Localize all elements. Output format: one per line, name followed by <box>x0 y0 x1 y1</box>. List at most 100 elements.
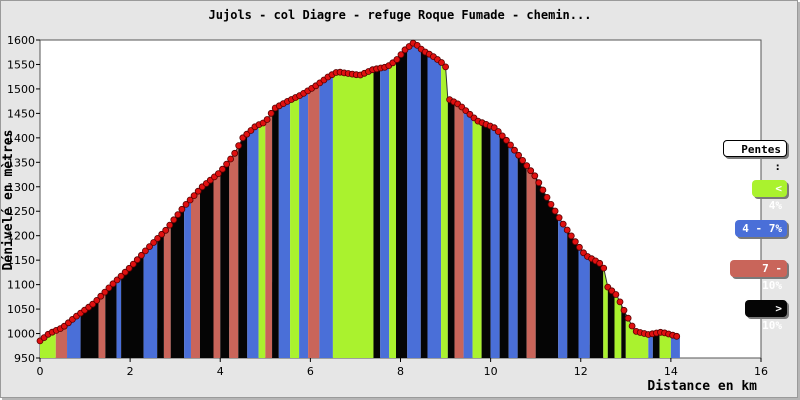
profile-point <box>628 322 636 330</box>
slope-band-green <box>659 332 671 358</box>
profile-point <box>620 306 628 314</box>
y-tick-label: 1500 <box>7 83 35 96</box>
profile-point <box>551 207 559 215</box>
y-tick-label: 1050 <box>7 303 35 316</box>
y-tick-label: 1300 <box>7 181 35 194</box>
profile-point <box>129 260 137 268</box>
profile-point <box>117 272 125 280</box>
profile-point <box>438 59 445 66</box>
y-tick-label: 1200 <box>7 230 35 243</box>
axes: 950 1000 1050 1100 1150 1200 1250 1300 1350 1400 1… <box>7 34 768 378</box>
slope-band-green <box>290 95 300 359</box>
slope-band-blue <box>143 238 158 358</box>
slope-band-blue <box>247 124 259 358</box>
slope-band-green <box>389 60 396 358</box>
profile-point <box>231 149 239 157</box>
slope-band-green <box>472 116 482 358</box>
profile-point <box>235 142 243 150</box>
profile-point <box>539 186 547 194</box>
x-tick-label: 16 <box>754 365 768 378</box>
slope-band-blue <box>380 65 390 359</box>
profile-point <box>178 205 186 213</box>
profile-point <box>507 141 514 149</box>
profile-point <box>523 162 531 170</box>
profile-point <box>673 332 681 340</box>
slope-band-blue <box>278 100 291 358</box>
profile-point <box>166 221 174 229</box>
slope-band-red <box>213 172 221 358</box>
profile-point <box>490 124 498 132</box>
slope-band-black <box>220 160 230 358</box>
profile-point <box>498 132 506 140</box>
profile-point <box>502 136 510 144</box>
profile-point <box>121 268 129 276</box>
profile-point <box>219 165 226 173</box>
profile-point <box>227 155 235 163</box>
slope-band-black <box>607 287 615 358</box>
slope-band-green <box>40 330 56 358</box>
profile-point <box>494 128 502 135</box>
slope-band-black <box>481 122 491 358</box>
profile-points <box>36 39 681 345</box>
slope-band-black <box>105 280 117 358</box>
profile-point <box>567 232 575 240</box>
y-tick-label: 1450 <box>7 107 35 120</box>
legend-title: Pentes : <box>723 140 787 173</box>
profile-point <box>97 292 105 300</box>
slope-band-black <box>373 68 381 358</box>
slope-band-black <box>238 133 248 358</box>
profile-point <box>612 291 620 298</box>
slope-band-blue <box>648 333 653 358</box>
profile-point <box>263 116 271 123</box>
profile-point <box>393 56 401 63</box>
slope-band-red <box>229 146 239 358</box>
y-tick-label: 950 <box>14 352 35 365</box>
profile-point <box>596 259 604 267</box>
legend-item-moderate: 4 - 7% <box>735 220 787 237</box>
x-tick-label: 12 <box>574 365 588 378</box>
profile-point <box>223 160 231 168</box>
profile-point <box>154 234 162 242</box>
profile-point <box>543 193 551 201</box>
slope-band-red <box>163 224 171 358</box>
slope-band-red <box>265 111 273 359</box>
slope-band-red <box>526 165 536 358</box>
x-axis-label: Distance en km <box>647 379 757 394</box>
y-tick-label: 1150 <box>7 254 35 267</box>
profile-point <box>624 314 632 322</box>
slope-band-red <box>98 291 106 358</box>
y-tick-label: 1350 <box>7 156 35 169</box>
profile-point <box>547 200 555 208</box>
x-tick-label: 6 <box>307 365 314 378</box>
slope-bands <box>40 42 680 359</box>
slope-band-blue <box>578 246 590 358</box>
profile-point <box>531 172 539 180</box>
x-tick-label: 10 <box>484 365 498 378</box>
profile-point <box>608 287 616 295</box>
x-tick-label: 2 <box>127 365 134 378</box>
slope-band-black <box>517 154 527 358</box>
profile-point <box>397 51 405 58</box>
slope-band-red <box>454 102 464 358</box>
x-tick-label: 4 <box>217 365 224 378</box>
legend-item-very-steep: > 10% <box>745 300 787 332</box>
profile-point <box>535 179 543 187</box>
slope-band-green <box>441 62 448 358</box>
profile-point <box>600 264 608 272</box>
profile-point <box>576 243 583 251</box>
y-tick-label: 1400 <box>7 132 35 145</box>
profile-point <box>170 216 178 224</box>
x-tick-label: 8 <box>397 365 404 378</box>
y-tick-label: 1550 <box>7 58 35 71</box>
slope-band-blue <box>558 216 568 358</box>
slope-band-blue <box>407 42 421 359</box>
x-tick-label: 0 <box>37 365 44 378</box>
slope-band-blue <box>670 334 680 358</box>
slope-band-blue <box>490 126 500 358</box>
slope-band-black <box>170 206 185 358</box>
slope-band-blue <box>463 108 473 358</box>
profile-point <box>563 226 571 234</box>
slope-band-blue <box>319 74 333 358</box>
legend-item-steep: 7 - 10% <box>730 260 787 292</box>
